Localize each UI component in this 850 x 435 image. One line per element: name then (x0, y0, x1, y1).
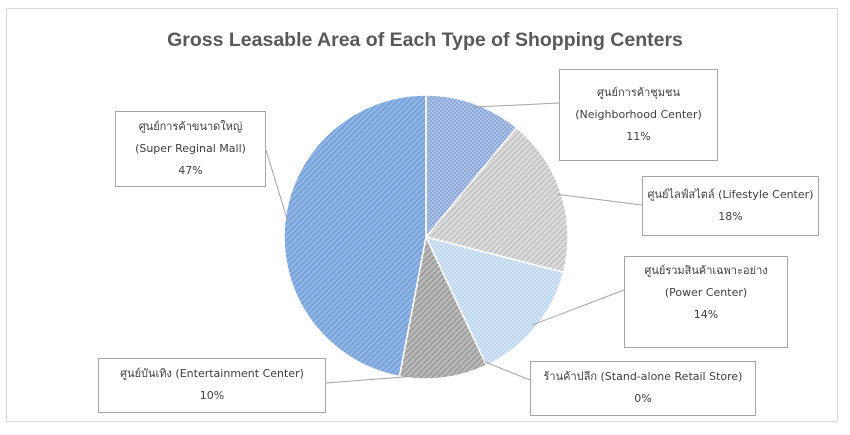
slice-neighborhood (425, 94, 518, 240)
slice-label-power-en: (Power Center) (664, 286, 748, 299)
slice-label-lifestyle-pct: 18% (718, 210, 743, 223)
slice-super-regional (283, 94, 427, 378)
slice-label-power: ศูนย์รวมสินค้าเฉพาะอย่าง (Power Center) … (624, 256, 788, 348)
leader-neighborhood (472, 102, 560, 108)
slice-label-neighborhood-th: ศูนย์การค้าชุมชน (597, 86, 680, 99)
slice-label-standalone-th: ร้านค้าปลีก (Stand-alone Retail Store) (543, 370, 743, 383)
slice-label-lifestyle: ศูนย์ไลฟ์สไตล์ (Lifestyle Center) 18% (642, 176, 819, 236)
slice-label-super-regional: ศูนย์การค้าขนาดใหญ่ (Super Reginal Mall)… (115, 111, 266, 187)
slice-label-entertainment-th: ศูนย์บันเทิง (Entertainment Center) (120, 367, 304, 380)
slice-label-super-regional-pct: 47% (178, 164, 203, 177)
leader-super-regional (265, 149, 290, 225)
slice-label-super-regional-en: (Super Reginal Mall) (135, 142, 246, 155)
slice-label-lifestyle-th: ศูนย์ไลฟ์สไตล์ (Lifestyle Center) (647, 188, 814, 201)
slice-label-standalone-pct: 0% (634, 392, 652, 405)
slice-label-neighborhood-en: (Neighborhood Center) (575, 108, 702, 121)
chart-frame (6, 8, 838, 422)
slice-label-standalone: ร้านค้าปลีก (Stand-alone Retail Store) 0… (530, 361, 756, 416)
slice-label-super-regional-th: ศูนย์การค้าขนาดใหญ่ (138, 120, 243, 133)
slice-label-neighborhood-pct: 11% (626, 130, 651, 143)
slice-label-power-th: ศูนย์รวมสินค้าเฉพาะอย่าง (644, 264, 768, 277)
leader-lifestyle (557, 193, 643, 206)
slice-label-neighborhood: ศูนย์การค้าชุมชน (Neighborhood Center) 1… (559, 69, 718, 161)
slice-power (424, 235, 565, 367)
leader-entertainment (325, 373, 444, 384)
slice-label-entertainment-pct: 10% (199, 389, 225, 402)
leader-power (532, 289, 625, 326)
leader-standalone (484, 361, 531, 381)
slice-label-entertainment: ศูนย์บันเทิง (Entertainment Center) 10% (98, 358, 326, 413)
chart-title: Gross Leasable Area of Each Type of Shop… (167, 29, 683, 51)
slice-lifestyle (424, 126, 569, 274)
slice-label-power-pct: 14% (693, 308, 719, 321)
